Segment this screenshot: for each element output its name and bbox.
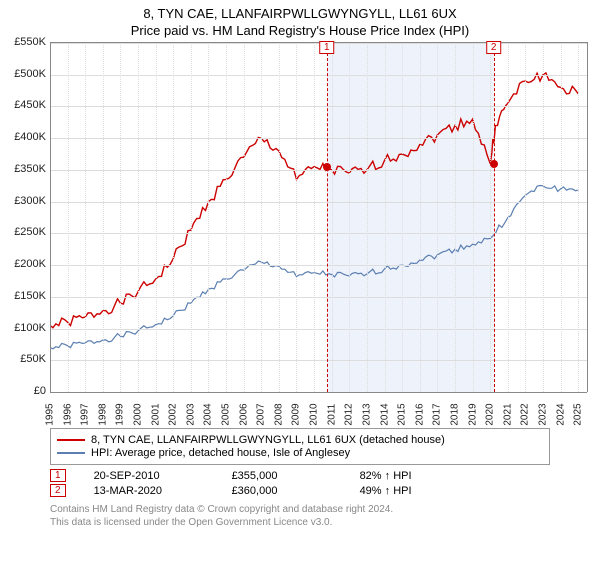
sale-marker-tag: 2 — [486, 41, 502, 54]
legend-label-price: 8, TYN CAE, LLANFAIRPWLLGWYNGYLL, LL61 6… — [91, 434, 445, 446]
footer-line-1: Contains HM Land Registry data © Crown c… — [50, 503, 550, 516]
y-tick-label: £0 — [34, 385, 46, 397]
sale-price: £360,000 — [232, 485, 332, 497]
sale-row: 2 13-MAR-2020 £360,000 49% ↑ HPI — [50, 484, 550, 497]
chart-title-line-1: 8, TYN CAE, LLANFAIRPWLLGWYNGYLL, LL61 6… — [0, 6, 600, 21]
x-tick-label: 2016 — [414, 403, 425, 425]
y-tick-label: £50K — [20, 353, 46, 365]
x-tick-label: 2023 — [537, 403, 548, 425]
x-tick-label: 2000 — [133, 403, 144, 425]
sale-price: £355,000 — [232, 470, 332, 482]
y-tick-label: £100K — [14, 322, 46, 334]
x-tick-label: 1999 — [115, 403, 126, 425]
x-tick-label: 2015 — [397, 403, 408, 425]
x-tick-label: 2019 — [467, 403, 478, 425]
x-tick-label: 2001 — [150, 403, 161, 425]
x-tick-label: 2011 — [326, 404, 337, 426]
sale-tag: 1 — [50, 469, 66, 482]
legend-row-hpi: HPI: Average price, detached house, Isle… — [57, 447, 543, 459]
x-tick-label: 1996 — [62, 403, 73, 425]
x-tick-label: 1995 — [45, 403, 56, 425]
sale-hpi-pct: 82% ↑ HPI — [360, 470, 412, 482]
chart-area: 12 £0£50K£100K£150K£200K£250K£300K£350K£… — [50, 42, 588, 422]
x-tick-label: 2024 — [555, 403, 566, 425]
y-tick-label: £350K — [14, 163, 46, 175]
y-tick-label: £300K — [14, 195, 46, 207]
y-tick-label: £150K — [14, 290, 46, 302]
sale-marker-dot — [490, 160, 498, 168]
x-tick-label: 2006 — [238, 403, 249, 425]
sale-row: 1 20-SEP-2010 £355,000 82% ↑ HPI — [50, 469, 550, 482]
legend-swatch-price — [57, 439, 85, 441]
x-tick-label: 2018 — [449, 403, 460, 425]
legend-swatch-hpi — [57, 452, 85, 454]
footer: Contains HM Land Registry data © Crown c… — [50, 503, 550, 529]
sale-date: 13-MAR-2020 — [94, 485, 204, 497]
y-tick-label: £450K — [14, 99, 46, 111]
footer-line-2: This data is licensed under the Open Gov… — [50, 516, 550, 529]
y-tick-label: £400K — [14, 131, 46, 143]
sales-table: 1 20-SEP-2010 £355,000 82% ↑ HPI 2 13-MAR-202… — [50, 469, 550, 497]
x-tick-label: 2020 — [485, 403, 496, 425]
sale-hpi-pct: 49% ↑ HPI — [360, 485, 412, 497]
x-tick-label: 1998 — [97, 403, 108, 425]
legend: 8, TYN CAE, LLANFAIRPWLLGWYNGYLL, LL61 6… — [50, 428, 550, 465]
sale-marker-dot — [323, 163, 331, 171]
legend-label-hpi: HPI: Average price, detached house, Isle… — [91, 447, 350, 459]
x-tick-label: 2003 — [185, 403, 196, 425]
y-tick-label: £550K — [14, 36, 46, 48]
x-tick-label: 1997 — [80, 403, 91, 425]
x-tick-label: 2002 — [168, 403, 179, 425]
sale-marker-line — [494, 43, 495, 392]
x-tick-label: 2014 — [379, 403, 390, 425]
y-tick-label: £250K — [14, 226, 46, 238]
x-tick-label: 2005 — [221, 403, 232, 425]
x-tick-label: 2004 — [203, 403, 214, 425]
x-tick-label: 2008 — [273, 403, 284, 425]
x-tick-label: 2021 — [502, 403, 513, 425]
x-tick-label: 2010 — [309, 403, 320, 425]
x-tick-label: 2017 — [432, 403, 443, 425]
sale-marker-tag: 1 — [319, 41, 335, 54]
sale-tag: 2 — [50, 484, 66, 497]
x-tick-label: 2022 — [520, 403, 531, 425]
x-tick-label: 2007 — [256, 403, 267, 425]
sale-date: 20-SEP-2010 — [94, 470, 204, 482]
x-axis-labels: 1995199619971998199920002001200220032004… — [50, 392, 588, 422]
y-axis-labels: £0£50K£100K£150K£200K£250K£300K£350K£400… — [0, 42, 48, 392]
y-tick-label: £500K — [14, 68, 46, 80]
chart-svg — [50, 43, 587, 392]
plot-region: 12 — [50, 42, 588, 392]
sale-marker-line — [327, 43, 328, 392]
x-tick-label: 2013 — [361, 403, 372, 425]
legend-row-price: 8, TYN CAE, LLANFAIRPWLLGWYNGYLL, LL61 6… — [57, 434, 543, 446]
x-tick-label: 2012 — [344, 403, 355, 425]
y-tick-label: £200K — [14, 258, 46, 270]
x-tick-label: 2025 — [573, 403, 584, 425]
x-tick-label: 2009 — [291, 403, 302, 425]
chart-title-line-2: Price paid vs. HM Land Registry's House … — [0, 23, 600, 38]
